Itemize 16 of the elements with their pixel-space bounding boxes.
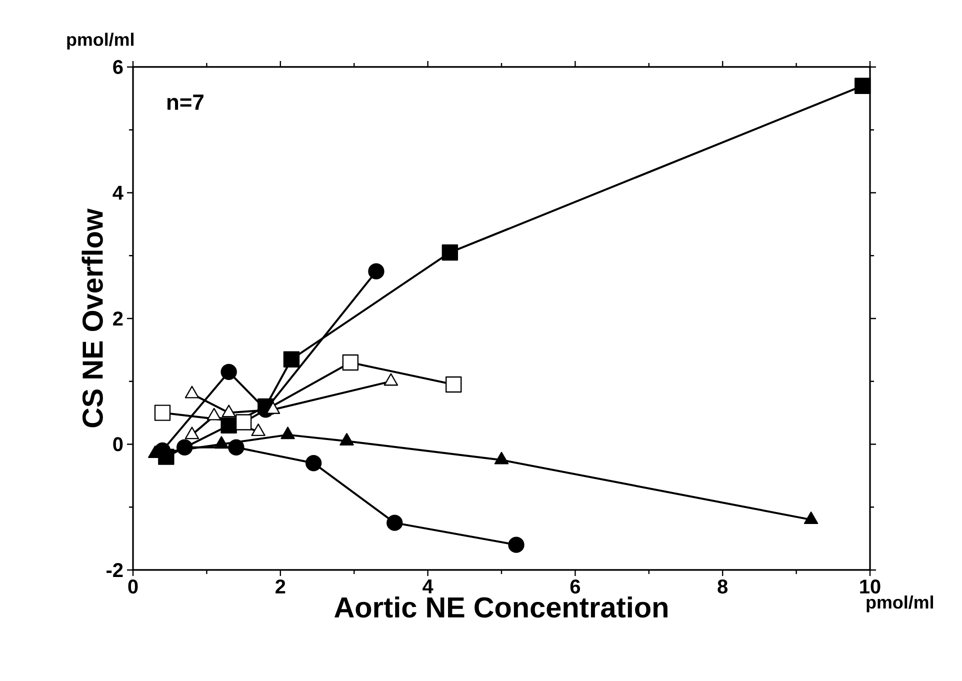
y-tick-label: 4 (112, 186, 124, 200)
text: pmol/ml (67, 32, 134, 50)
x-tick-label: 2 (276, 580, 286, 594)
x-axis-title: Aortic NE Concentration (334, 596, 668, 618)
x-tick-label: 4 (422, 580, 434, 594)
x-tick-label: 6 (570, 580, 580, 594)
x-tick-label: 10 (860, 580, 880, 594)
y-tick-label: 6 (113, 60, 123, 74)
y-tick-label: 0 (113, 437, 123, 452)
x-tick-label: 8 (718, 580, 728, 594)
y-axis-title: CS NE Overflow (82, 208, 103, 428)
annotation: n=7 (167, 94, 204, 110)
y-tick-label: -2 (106, 563, 123, 577)
x-tick-label: 0 (128, 580, 138, 594)
text: pmol/ml (866, 596, 934, 612)
y-tick-label: 2 (113, 312, 123, 326)
